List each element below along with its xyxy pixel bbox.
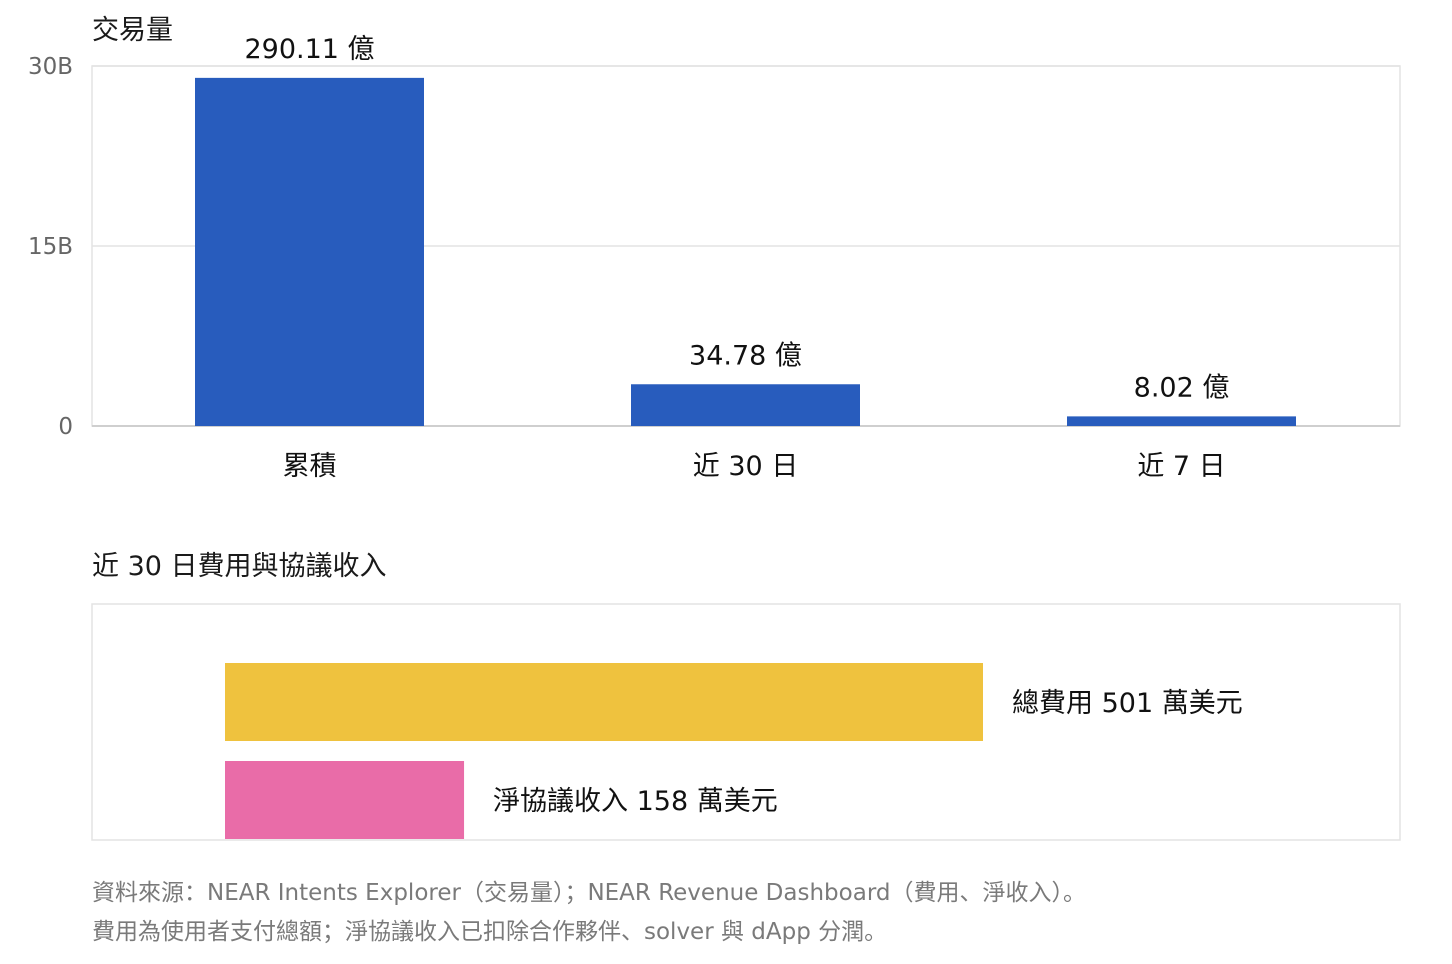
- fee-chart-title: 近 30 日費用與協議收入: [92, 551, 387, 582]
- data-label-總費用: 總費用 501 萬美元: [1012, 688, 1243, 719]
- category-label-累積: 累積: [283, 451, 337, 482]
- volume-bar-chart: 0 15B 30B 290.11 億 34.78 億 8.02 億 累積 近 30 日 近 …: [28, 34, 1401, 482]
- fee-plot-frame: [91, 603, 1401, 841]
- bar-近-30-日: [631, 384, 860, 426]
- data-label-累積: 290.11 億: [244, 34, 374, 65]
- source-notes: 資料來源：NEAR Intents Explorer（交易量）；NEAR Rev…: [92, 874, 1086, 952]
- category-label-近-7-日: 近 7 日: [1137, 451, 1225, 482]
- bar-淨協議收入: [225, 761, 465, 839]
- y-tick-label: 0: [58, 414, 73, 440]
- data-label-近-30-日: 34.78 億: [689, 340, 802, 371]
- category-label-近-30-日: 近 30 日: [693, 451, 799, 482]
- data-label-近-7-日: 8.02 億: [1134, 372, 1230, 403]
- bar-總費用: [225, 663, 983, 741]
- volume-chart-title: 交易量: [92, 15, 173, 46]
- bar-近-7-日: [1067, 416, 1296, 426]
- bar-累積: [195, 77, 424, 427]
- source-line-2: 費用為使用者支付總額；淨協議收入已扣除合作夥伴、solver 與 dApp 分潤…: [92, 919, 888, 945]
- y-tick-label: 15B: [28, 234, 73, 260]
- source-line-1: 資料來源：NEAR Intents Explorer（交易量）；NEAR Rev…: [92, 880, 1086, 906]
- y-tick-label: 30B: [28, 54, 73, 80]
- data-label-淨協議收入: 淨協議收入 158 萬美元: [493, 786, 778, 817]
